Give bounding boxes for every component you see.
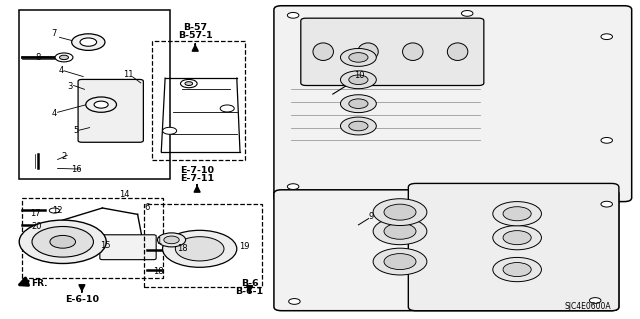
Text: 8: 8 bbox=[36, 53, 41, 62]
Circle shape bbox=[373, 248, 427, 275]
Circle shape bbox=[601, 137, 612, 143]
Circle shape bbox=[86, 97, 116, 112]
Circle shape bbox=[185, 82, 193, 85]
Circle shape bbox=[349, 121, 368, 131]
Circle shape bbox=[340, 48, 376, 66]
Circle shape bbox=[19, 220, 106, 263]
Text: 3: 3 bbox=[68, 82, 73, 91]
Circle shape bbox=[340, 95, 376, 113]
Circle shape bbox=[493, 226, 541, 250]
Bar bbox=[144, 204, 262, 287]
Ellipse shape bbox=[447, 43, 468, 61]
Text: 2: 2 bbox=[61, 152, 67, 161]
FancyBboxPatch shape bbox=[78, 79, 143, 142]
Circle shape bbox=[503, 231, 531, 245]
Text: 6: 6 bbox=[145, 204, 150, 212]
Text: 20: 20 bbox=[32, 222, 42, 231]
Circle shape bbox=[220, 105, 234, 112]
Text: FR.: FR. bbox=[31, 279, 48, 288]
Text: 15: 15 bbox=[100, 241, 111, 250]
Text: 14: 14 bbox=[120, 190, 130, 199]
Bar bbox=[19, 10, 170, 179]
Text: 9: 9 bbox=[369, 212, 374, 221]
Text: SJC4E0600A: SJC4E0600A bbox=[564, 302, 611, 311]
Circle shape bbox=[349, 75, 368, 85]
Text: 12: 12 bbox=[52, 206, 63, 215]
Circle shape bbox=[384, 223, 416, 239]
Text: 18: 18 bbox=[154, 267, 164, 276]
Text: B-57: B-57 bbox=[183, 23, 207, 32]
Circle shape bbox=[589, 298, 601, 303]
Text: B-57-1: B-57-1 bbox=[178, 31, 212, 40]
Circle shape bbox=[373, 218, 427, 245]
Ellipse shape bbox=[358, 43, 378, 61]
Circle shape bbox=[164, 236, 179, 244]
Ellipse shape bbox=[403, 43, 423, 61]
Circle shape bbox=[601, 34, 612, 40]
Text: 10: 10 bbox=[355, 71, 365, 80]
Circle shape bbox=[289, 299, 300, 304]
Circle shape bbox=[80, 38, 97, 46]
Circle shape bbox=[493, 257, 541, 282]
Circle shape bbox=[175, 237, 224, 261]
Circle shape bbox=[340, 117, 376, 135]
Text: 4: 4 bbox=[52, 109, 57, 118]
Circle shape bbox=[60, 55, 68, 60]
Circle shape bbox=[55, 53, 73, 62]
Text: 4: 4 bbox=[58, 66, 63, 75]
FancyBboxPatch shape bbox=[301, 18, 484, 85]
Bar bbox=[152, 41, 245, 160]
Circle shape bbox=[461, 11, 473, 16]
Circle shape bbox=[94, 101, 108, 108]
Circle shape bbox=[349, 53, 368, 62]
Text: E-6-10: E-6-10 bbox=[65, 295, 99, 304]
Text: 18: 18 bbox=[177, 244, 188, 253]
Circle shape bbox=[287, 184, 299, 189]
Circle shape bbox=[72, 34, 105, 50]
Ellipse shape bbox=[313, 43, 333, 61]
Circle shape bbox=[32, 226, 93, 257]
Circle shape bbox=[163, 230, 237, 267]
FancyBboxPatch shape bbox=[408, 183, 619, 311]
Circle shape bbox=[601, 201, 612, 207]
Circle shape bbox=[503, 263, 531, 277]
Circle shape bbox=[157, 233, 186, 247]
Text: E-7-10: E-7-10 bbox=[180, 166, 214, 175]
FancyBboxPatch shape bbox=[100, 235, 156, 260]
Text: 5: 5 bbox=[73, 126, 78, 135]
Circle shape bbox=[50, 235, 76, 248]
FancyBboxPatch shape bbox=[274, 6, 632, 202]
Text: 19: 19 bbox=[239, 242, 250, 251]
Circle shape bbox=[180, 79, 197, 88]
Circle shape bbox=[384, 254, 416, 270]
FancyBboxPatch shape bbox=[274, 190, 619, 311]
Circle shape bbox=[287, 12, 299, 18]
Circle shape bbox=[163, 127, 177, 134]
Text: 11: 11 bbox=[123, 70, 133, 79]
Text: 16: 16 bbox=[72, 165, 82, 174]
Text: 7: 7 bbox=[52, 29, 57, 38]
Text: 1: 1 bbox=[156, 237, 161, 246]
Circle shape bbox=[384, 204, 416, 220]
Circle shape bbox=[349, 99, 368, 108]
Text: 17: 17 bbox=[30, 209, 40, 218]
Circle shape bbox=[373, 199, 427, 226]
Text: E-7-11: E-7-11 bbox=[180, 174, 214, 182]
Text: B-6-1: B-6-1 bbox=[236, 287, 264, 296]
Circle shape bbox=[340, 71, 376, 89]
Circle shape bbox=[49, 208, 60, 213]
Bar bbox=[22, 198, 163, 278]
Circle shape bbox=[503, 207, 531, 221]
Text: B-6: B-6 bbox=[241, 279, 259, 288]
Circle shape bbox=[493, 202, 541, 226]
